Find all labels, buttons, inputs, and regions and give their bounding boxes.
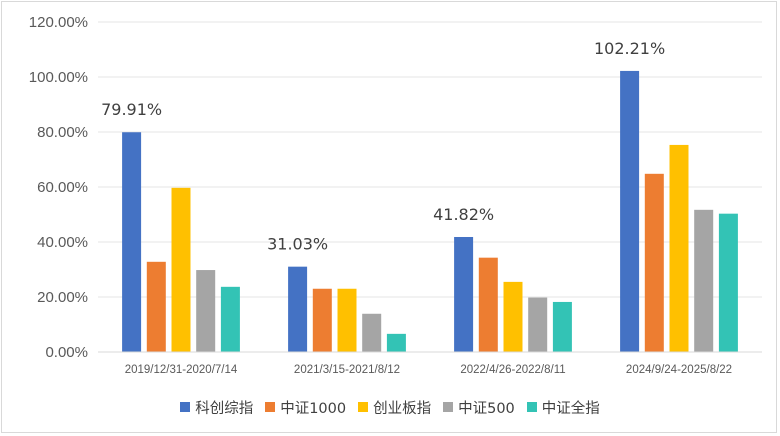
legend-swatch [265,402,276,412]
bar [478,257,498,352]
data-labels: 79.91% 31.03% 41.82% 102.21% [101,39,665,254]
y-tick-label: 100.00% [29,69,88,86]
legend-item: 中证全指 [526,397,600,418]
legend-swatch [526,402,537,412]
bar [718,213,738,352]
legend-item: 创业板指 [358,397,431,418]
data-label: 31.03% [267,235,328,254]
data-label: 41.82% [433,205,494,224]
y-tick-label: 120.00% [29,14,88,31]
bar [552,301,572,352]
bar [362,313,382,352]
bar [337,288,357,352]
legend-label: 中证1000 [280,400,347,417]
x-category-label: 2024/9/24-2025/8/22 [626,364,732,376]
bars [122,70,738,353]
legend-swatch [358,402,369,412]
legend-label: 中证500 [458,400,515,417]
x-category-label: 2021/3/15-2021/8/12 [294,364,400,376]
data-label: 79.91% [101,100,162,119]
bar [386,333,406,352]
bar [620,70,640,353]
legend-swatch [443,402,454,412]
legend-label: 创业板指 [373,400,432,417]
y-tick-label: 80.00% [37,124,88,141]
y-axis-tick-labels: 0.00% 20.00% 40.00% 60.00% 80.00% 100.00% 120.… [29,14,88,361]
bar [312,288,332,352]
y-tick-label: 40.00% [37,234,88,251]
bar [196,270,216,352]
bar [644,173,664,352]
y-tick-label: 0.00% [45,344,88,361]
bar [146,261,166,352]
bar [288,266,308,352]
legend-label: 科创综指 [195,400,254,417]
x-axis-category-labels: 2019/12/31-2020/7/14 2021/3/15-2021/8/12 2… [125,364,732,376]
bar [171,187,191,352]
y-tick-label: 20.00% [37,289,88,306]
bar [694,209,714,352]
legend-swatch [180,402,191,412]
bar [454,236,474,352]
bar [503,281,523,352]
bar [220,286,240,352]
legend-label: 中证全指 [541,400,600,417]
x-category-label: 2019/12/31-2020/7/14 [125,364,238,376]
legend-item: 科创综指 [180,397,253,418]
legend-item: 中证1000 [265,397,346,418]
y-tick-label: 60.00% [37,179,88,196]
legend-item: 中证500 [443,397,515,418]
x-category-label: 2022/4/26-2022/8/11 [460,364,565,376]
data-label: 102.21% [594,39,665,58]
bar [528,297,548,352]
bar [122,132,142,352]
legend: 科创综指 中证1000 创业板指 中证500 中证全指 [0,395,780,419]
bar [669,144,689,352]
